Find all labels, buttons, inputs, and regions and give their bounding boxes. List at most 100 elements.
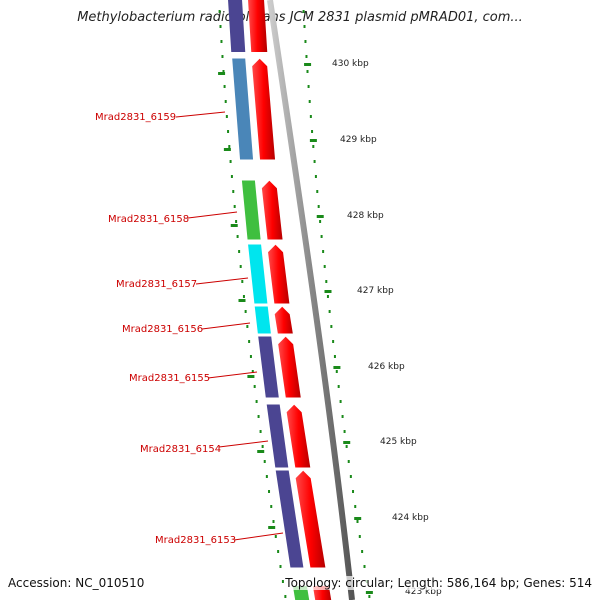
minor-tick	[229, 160, 232, 163]
major-tick	[304, 63, 312, 66]
minor-tick	[311, 130, 314, 133]
minor-tick	[320, 235, 323, 238]
major-tick	[230, 224, 238, 227]
leader-line	[195, 277, 249, 285]
minor-tick	[224, 100, 227, 103]
cds-arrow-6157[interactable]	[266, 243, 291, 305]
gene-label-6156[interactable]: Mrad2831_6156	[122, 324, 203, 335]
gene-bar-6158[interactable]	[240, 179, 262, 241]
tick-label-423: 423 kbp	[405, 587, 442, 597]
gene-bar-6155[interactable]	[257, 335, 280, 399]
minor-tick	[244, 310, 247, 313]
gene-label-6157[interactable]: Mrad2831_6157	[116, 279, 197, 290]
minor-tick	[330, 325, 333, 328]
backbone-ring	[267, 0, 355, 600]
cds-arrow-6153[interactable]	[294, 469, 327, 569]
minor-tick	[228, 145, 231, 148]
major-tick	[268, 526, 276, 529]
minor-tick	[316, 190, 319, 193]
gene-labels[interactable]: Mrad2831_6159 Mrad2831_6158 Mrad2831_615…	[95, 111, 284, 546]
minor-tick	[323, 265, 326, 268]
gene-bar-6156[interactable]	[253, 305, 272, 335]
minor-tick	[313, 160, 316, 163]
gene-label-6155[interactable]: Mrad2831_6155	[129, 373, 210, 384]
minor-tick	[307, 85, 310, 88]
minor-tick	[261, 445, 264, 448]
cds-arrow-6159[interactable]	[251, 57, 277, 161]
minor-tick	[270, 505, 273, 508]
minor-tick	[302, 10, 305, 13]
leader-line	[233, 532, 284, 541]
minor-tick	[227, 130, 230, 133]
major-tick	[343, 441, 351, 444]
minor-tick	[358, 535, 361, 538]
minor-tick	[363, 565, 366, 568]
cds-arrow-partial[interactable]	[248, 0, 268, 52]
minor-tick	[268, 490, 271, 493]
minor-tick	[242, 295, 245, 298]
gene-label-6159[interactable]: Mrad2831_6159	[95, 112, 176, 123]
minor-tick	[225, 115, 228, 118]
minor-tick	[347, 460, 350, 463]
minor-tick	[235, 220, 238, 223]
minor-tick	[337, 385, 340, 388]
minor-tick	[308, 100, 311, 103]
minor-tick	[251, 370, 254, 373]
tick-label-426: 426 kbp	[368, 362, 405, 372]
minor-tick	[219, 25, 222, 28]
gene-bar-6159[interactable]	[231, 57, 255, 161]
feature-track[interactable]	[228, 0, 332, 600]
major-tick	[238, 299, 246, 302]
major-tick	[247, 375, 255, 378]
cds-arrow-6154[interactable]	[285, 403, 312, 469]
minor-tick	[239, 265, 242, 268]
map-title: Methylobacterium radiotolerans JCM 2831 …	[77, 10, 523, 25]
minor-tick	[255, 400, 258, 403]
minor-tick	[221, 55, 224, 58]
minor-tick	[352, 490, 355, 493]
minor-tick	[343, 430, 346, 433]
minor-tick	[317, 205, 320, 208]
cds-arrow-6158[interactable]	[260, 179, 284, 241]
leader-line	[187, 211, 238, 219]
accession-label: Accession: NC_010510	[8, 576, 145, 590]
minor-tick	[361, 550, 364, 553]
leader-line	[218, 440, 269, 448]
minor-tick	[248, 340, 251, 343]
minor-tick	[319, 220, 322, 223]
gene-bar-partial[interactable]	[228, 0, 246, 52]
tick-label-424: 424 kbp	[392, 513, 429, 523]
summary-label: Topology: circular; Length: 586,164 bp; …	[285, 576, 592, 590]
minor-tick	[332, 340, 335, 343]
minor-tick	[265, 475, 268, 478]
major-tick	[218, 72, 226, 75]
minor-tick	[230, 175, 233, 178]
cds-arrow-6155[interactable]	[277, 335, 302, 399]
gene-label-6158[interactable]: Mrad2831_6158	[108, 214, 189, 225]
minor-tick	[277, 550, 280, 553]
gene-bar-6157[interactable]	[246, 243, 269, 305]
tick-marks	[218, 10, 373, 598]
minor-tick	[220, 40, 223, 43]
minor-tick	[263, 460, 266, 463]
tick-label-428: 428 kbp	[347, 211, 384, 221]
minor-tick	[238, 250, 241, 253]
major-tick	[223, 148, 231, 151]
cds-arrow-6156[interactable]	[273, 305, 294, 335]
minor-tick	[328, 310, 331, 313]
gene-label-6154[interactable]: Mrad2831_6154	[140, 444, 221, 455]
minor-tick	[304, 40, 307, 43]
gene-label-6153[interactable]: Mrad2831_6153	[155, 535, 236, 546]
gene-bar-6153[interactable]	[274, 469, 305, 569]
minor-tick	[303, 25, 306, 28]
major-tick	[257, 450, 265, 453]
minor-tick	[306, 70, 309, 73]
minor-tick	[223, 85, 226, 88]
minor-tick	[368, 595, 371, 598]
tick-labels: 430 kbp 429 kbp 428 kbp 427 kbp 426 kbp …	[332, 59, 442, 597]
major-tick	[354, 517, 362, 520]
minor-tick	[314, 175, 317, 178]
gene-bar-6154[interactable]	[265, 403, 290, 469]
minor-tick	[312, 145, 315, 148]
